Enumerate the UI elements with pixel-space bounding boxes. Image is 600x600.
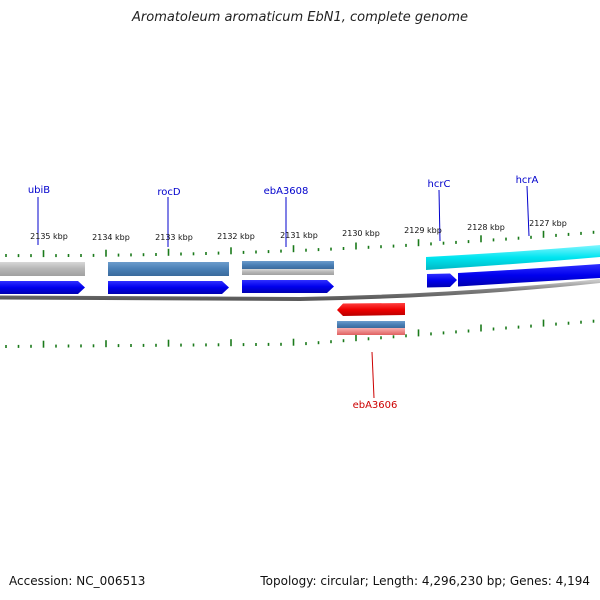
tick-label-2130: 2130 kbp [342,229,380,238]
cds-arrow-rocD[interactable] [108,281,229,294]
tick-label-2131: 2131 kbp [280,231,318,240]
gene-label-ebA3606[interactable]: ebA3606 [353,400,398,411]
cds-arrow-hcrA[interactable] [458,264,600,287]
lower-tick-row [5,319,595,348]
cds-arrow-ebA3608[interactable] [242,280,334,293]
tick-label-2134: 2134 kbp [92,233,130,242]
tick-label-2135: 2135 kbp [30,232,68,241]
genome-title: Aromatoleum aromaticum EbN1, complete ge… [132,10,468,25]
genome-backbone [0,279,600,302]
cds-arrow-hcrC[interactable] [427,273,457,288]
label-line-ebA3606 [371,351,375,399]
gene-label-hcrA[interactable]: hcrA [516,175,539,186]
gene-label-ebA3608[interactable]: ebA3608 [264,186,309,197]
cds-arrow-ebA3606[interactable] [337,303,405,316]
tick-label-2133: 2133 kbp [155,233,193,242]
gene-feature-ebA3606-lower[interactable] [337,328,405,335]
label-line-hcrA [526,185,530,237]
gene-label-rocD[interactable]: rocD [157,187,181,198]
gene-label-hcrC[interactable]: hcrC [428,179,451,190]
gene-label-ubiB[interactable]: ubiB [28,185,50,196]
gene-feature-ubiB[interactable] [0,262,85,276]
gene-feature-hcr-region[interactable] [426,245,600,270]
gene-feature-rocD[interactable] [108,262,229,276]
tick-label-2128: 2128 kbp [467,223,505,232]
accession-label: Accession: NC_006513 [9,574,146,588]
genome-summary: Topology: circular; Length: 4,296,230 bp… [260,574,590,588]
tick-label-2127: 2127 kbp [529,219,567,228]
cds-arrow-ubiB[interactable] [0,281,85,294]
tick-label-2132: 2132 kbp [217,232,255,241]
label-line-hcrC [438,189,441,242]
gene-feature-ebA3608[interactable] [242,261,334,269]
gene-feature-ebA3606[interactable] [337,321,405,328]
tick-label-2129: 2129 kbp [404,226,442,235]
gene-feature-ebA3608-lower[interactable] [242,269,334,275]
upper-tick-row [5,230,595,258]
